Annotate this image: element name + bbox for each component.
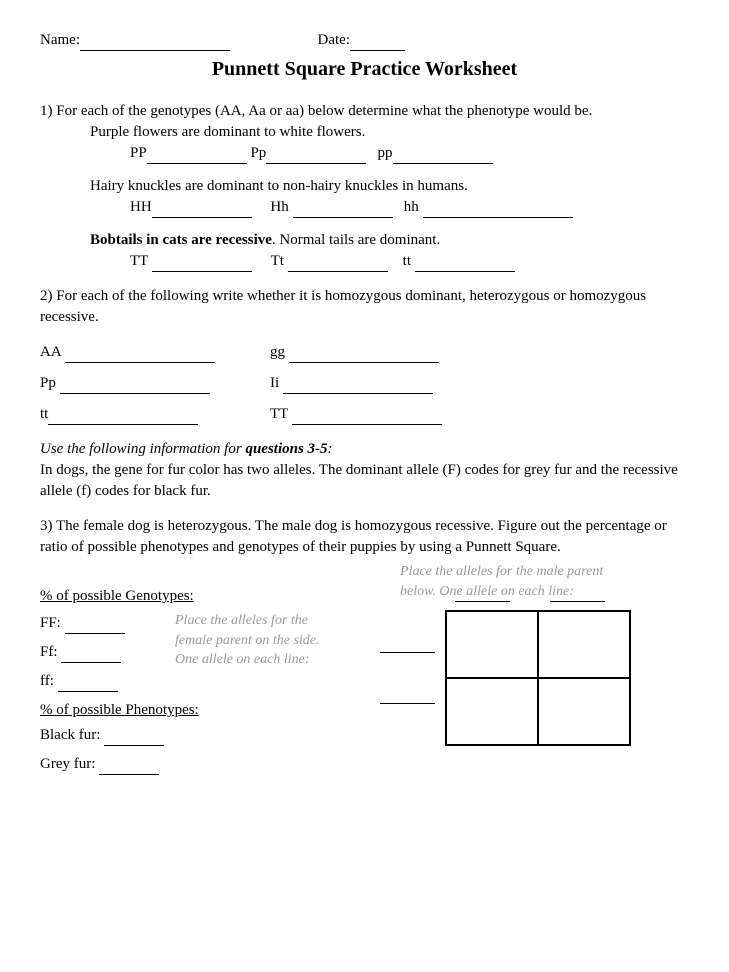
q2-prompt: 2) For each of the following write wheth… xyxy=(40,286,689,328)
q2-rb1[interactable] xyxy=(283,393,433,394)
date-blank[interactable] xyxy=(350,50,405,51)
q3-right: Place the alleles for the male parent be… xyxy=(380,562,640,746)
ff-l-label: ff: xyxy=(40,673,54,689)
q1c-b2[interactable] xyxy=(288,271,388,272)
male-hint: Place the alleles for the male parent be… xyxy=(400,562,640,601)
female-hint: Place the alleles for the female parent … xyxy=(175,611,325,670)
top-allele-1[interactable] xyxy=(455,601,510,602)
punnett-top xyxy=(420,601,640,602)
punnett-cell-10[interactable] xyxy=(446,678,538,745)
q1a-b2[interactable] xyxy=(266,163,366,164)
intro-3-5: Use the following information for questi… xyxy=(40,439,689,502)
punnett-table xyxy=(445,610,631,746)
q2-row-0: AA gg xyxy=(40,342,689,363)
q2-r1: Ii xyxy=(270,375,279,391)
black-label: Black fur: xyxy=(40,727,100,743)
ff-u-blank[interactable] xyxy=(65,633,125,634)
q2-l2: tt xyxy=(40,406,48,422)
q2-lb2[interactable] xyxy=(48,424,198,425)
name-blank[interactable] xyxy=(80,50,230,51)
intro-lead-colon: : xyxy=(328,441,333,457)
q1a-g2: Pp xyxy=(250,145,266,161)
pheno-header: % of possible Phenotypes: xyxy=(40,700,360,721)
name-label: Name: xyxy=(40,32,80,48)
q2-l1: Pp xyxy=(40,375,56,391)
q2-r0: gg xyxy=(270,344,285,360)
q2-lb0[interactable] xyxy=(65,362,215,363)
q2-row-1: Pp Ii xyxy=(40,373,689,394)
intro-lead-text: Use the following information for xyxy=(40,441,245,457)
side-allele-1[interactable] xyxy=(380,652,435,653)
q1a-desc: Purple flowers are dominant to white flo… xyxy=(90,122,689,143)
question-3: 3) The female dog is heterozygous. The m… xyxy=(40,516,689,783)
punnett-cell-00[interactable] xyxy=(446,611,538,678)
ff-l-blank[interactable] xyxy=(58,691,118,692)
q2-row-2: tt TT xyxy=(40,404,689,425)
q1a-b1[interactable] xyxy=(147,163,247,164)
question-2: 2) For each of the following write wheth… xyxy=(40,286,689,425)
geno-header: % of possible Genotypes: xyxy=(40,586,360,607)
q1c-rest: . Normal tails are dominant. xyxy=(272,232,440,248)
q1a-g1: PP xyxy=(130,145,147,161)
ff-m-blank[interactable] xyxy=(61,662,121,663)
intro-lead-bold: questions 3-5 xyxy=(245,441,327,457)
geno-ff-l: ff: xyxy=(40,671,360,692)
q2-rb0[interactable] xyxy=(289,362,439,363)
q1b-b2[interactable] xyxy=(293,217,393,218)
punnett-cell-01[interactable] xyxy=(538,611,630,678)
header-row: Name: Date: xyxy=(40,30,689,51)
q1-prompt: 1) For each of the genotypes (AA, Aa or … xyxy=(40,101,689,122)
ff-m-label: Ff: xyxy=(40,644,58,660)
q1b-b3[interactable] xyxy=(423,217,573,218)
question-1: 1) For each of the genotypes (AA, Aa or … xyxy=(40,101,689,272)
q1a-g3: pp xyxy=(378,145,393,161)
q1c-g1: TT xyxy=(130,253,148,269)
q1c-b1[interactable] xyxy=(152,271,252,272)
q1c-bold: Bobtails in cats are recessive xyxy=(90,232,272,248)
q1c-b3[interactable] xyxy=(415,271,515,272)
q1a-b3[interactable] xyxy=(393,163,493,164)
pheno-black: Black fur: xyxy=(40,725,360,746)
top-allele-2[interactable] xyxy=(550,601,605,602)
date-label: Date: xyxy=(317,32,349,48)
q1c-g3: tt xyxy=(403,253,411,269)
q2-r2: TT xyxy=(270,406,288,422)
q1b-genotypes: HH Hh hh xyxy=(130,197,689,218)
q3-prompt: 3) The female dog is heterozygous. The m… xyxy=(40,516,689,558)
punnett-square xyxy=(380,610,640,746)
q2-rb2[interactable] xyxy=(292,424,442,425)
q1b-b1[interactable] xyxy=(152,217,252,218)
q1c-genotypes: TT Tt tt xyxy=(130,251,689,272)
grey-label: Grey fur: xyxy=(40,756,95,772)
q3-left: % of possible Genotypes: FF: Ff: ff: Pla… xyxy=(40,562,360,783)
ff-u-label: FF: xyxy=(40,615,61,631)
q2-l0: AA xyxy=(40,344,61,360)
q1c-desc: Bobtails in cats are recessive. Normal t… xyxy=(90,230,689,251)
q1b-g3: hh xyxy=(404,199,419,215)
punnett-cell-11[interactable] xyxy=(538,678,630,745)
black-blank[interactable] xyxy=(104,745,164,746)
q1a-genotypes: PP Pp pp xyxy=(130,143,689,164)
grey-blank[interactable] xyxy=(99,774,159,775)
q1c-g2: Tt xyxy=(271,253,284,269)
page-title: Punnett Square Practice Worksheet xyxy=(40,55,689,83)
q1b-desc: Hairy knuckles are dominant to non-hairy… xyxy=(90,176,689,197)
intro-lead: Use the following information for questi… xyxy=(40,439,689,460)
intro-body: In dogs, the gene for fur color has two … xyxy=(40,460,689,502)
q1b-g2: Hh xyxy=(270,199,288,215)
q2-lb1[interactable] xyxy=(60,393,210,394)
q1b-g1: HH xyxy=(130,199,152,215)
punnett-side xyxy=(380,652,435,704)
pheno-grey: Grey fur: xyxy=(40,754,360,775)
side-allele-2[interactable] xyxy=(380,703,435,704)
